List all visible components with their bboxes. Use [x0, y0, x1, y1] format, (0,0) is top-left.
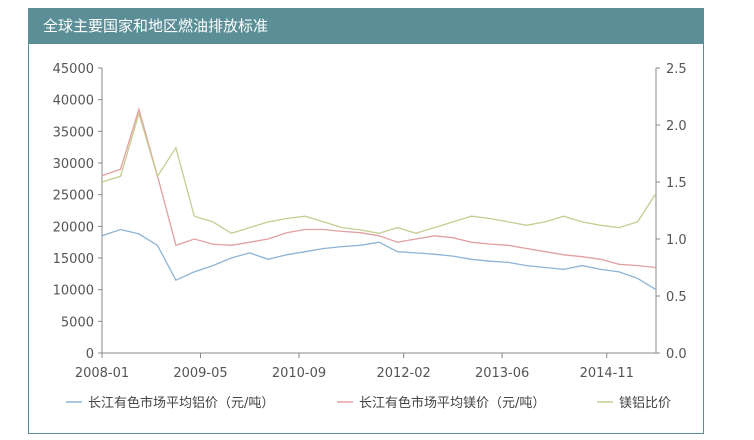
left-tick-label: 25000 [53, 189, 94, 204]
left-tick-label: 10000 [53, 284, 94, 299]
left-tick-label: 15000 [53, 252, 94, 267]
left-tick-label: 20000 [53, 220, 94, 235]
legend-label: 长江有色市场平均镁价（元/吨） [359, 395, 545, 411]
x-tick-label: 2009-05 [173, 366, 227, 381]
x-tick-label: 2013-06 [475, 366, 529, 381]
series-line-2 [101, 106, 657, 269]
x-tick-label: 2008-01 [75, 366, 129, 381]
left-tick-label: 45000 [53, 62, 94, 77]
right-tick-label: 1.0 [666, 233, 687, 248]
legend-label: 长江有色市场平均铝价（元/吨） [88, 395, 274, 411]
left-tick-label: 30000 [53, 157, 94, 172]
left-tick-label: 5000 [61, 315, 94, 330]
chart-frame: 全球主要国家和地区燃油排放标准 [28, 8, 704, 434]
x-tick-label: 2014-11 [580, 366, 634, 381]
series-line-1 [101, 228, 657, 291]
right-tick-label: 2.0 [666, 119, 687, 134]
x-tick-label: 2012-02 [376, 366, 430, 381]
right-tick-label: 2.5 [666, 62, 687, 77]
chart-title: 全球主要国家和地区燃油排放标准 [29, 9, 703, 44]
x-tick-label: 2010-09 [272, 366, 326, 381]
right-tick-label: 0.0 [666, 347, 687, 362]
left-tick-label: 35000 [53, 125, 94, 140]
right-tick-label: 1.5 [666, 176, 687, 191]
legend-label: 镁铝比价 [619, 396, 671, 411]
left-tick-label: 0 [86, 347, 94, 362]
left-tick-label: 40000 [53, 94, 94, 109]
series-line-3 [101, 111, 657, 235]
right-tick-label: 0.5 [666, 290, 687, 305]
